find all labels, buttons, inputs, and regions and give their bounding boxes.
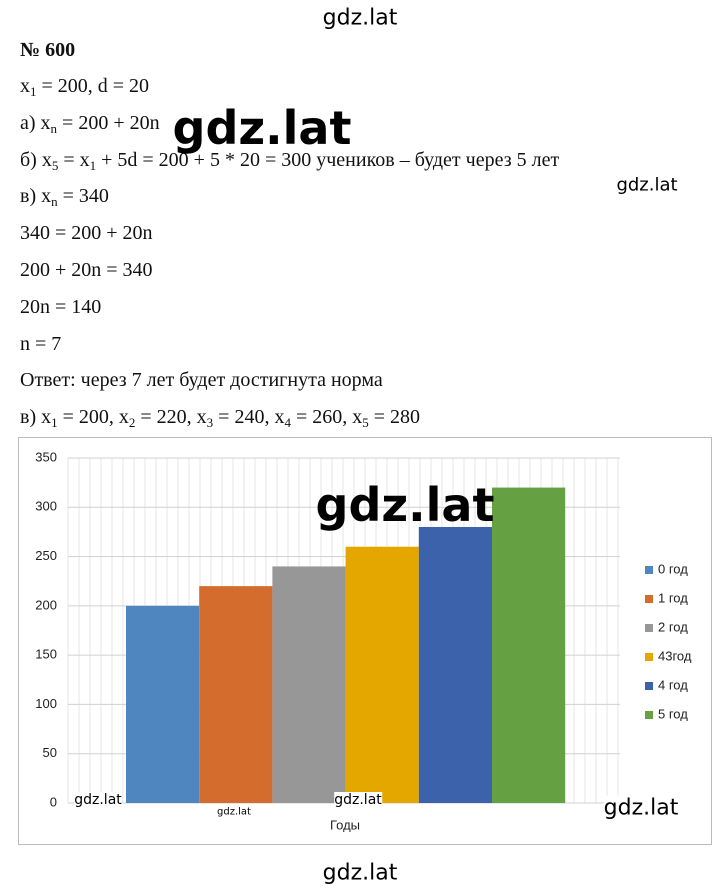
watermark: gdz.lat xyxy=(322,860,398,886)
bar xyxy=(345,546,419,803)
y-tick-label: 100 xyxy=(35,696,57,711)
legend-label: 4 год xyxy=(658,677,688,692)
text: Ответ: через 7 лет будет достигнута норм… xyxy=(20,369,383,392)
subscript: 5 xyxy=(51,157,59,173)
text: в) x xyxy=(20,406,52,429)
text: = 280 xyxy=(368,406,421,429)
text: 200 + 20n = 340 xyxy=(20,258,153,281)
text: = 220, x xyxy=(135,406,207,429)
subscript: 1 xyxy=(51,415,58,431)
watermark: gdz.lat xyxy=(603,795,679,821)
text: = 200 + 20n xyxy=(57,111,160,134)
legend-label: 0 год xyxy=(658,561,688,576)
text-line: в) xn = 340 xyxy=(20,178,559,215)
text-line: а) xn = 200 + 20n xyxy=(20,105,559,142)
text-line: x1 = 200, d = 20 xyxy=(20,68,559,105)
legend-label: 1 год xyxy=(658,590,688,605)
bar xyxy=(126,605,200,803)
y-tick-label: 150 xyxy=(35,647,57,662)
text: x xyxy=(20,75,30,97)
y-tick-label: 50 xyxy=(43,745,57,760)
subscript: n xyxy=(50,120,58,136)
subscript: 5 xyxy=(362,415,369,431)
watermark: gdz.lat xyxy=(334,792,382,808)
text: = x xyxy=(58,148,90,171)
legend-swatch xyxy=(645,711,653,719)
text: + 5d = 200 + 5 * 20 = 300 учеников – буд… xyxy=(96,148,560,171)
text: а) x xyxy=(20,111,51,134)
text-line: Ответ: через 7 лет будет достигнута норм… xyxy=(20,362,559,399)
text-line: 20n = 140 xyxy=(20,289,559,326)
x-axis-label: Годы xyxy=(330,817,360,832)
legend-label: 43год xyxy=(658,648,692,663)
watermark: gdz.lat xyxy=(322,5,398,31)
text-line: б) x5 = x1 + 5d = 200 + 5 * 20 = 300 уче… xyxy=(20,142,559,179)
legend-swatch xyxy=(645,566,653,574)
watermark: gdz.lat xyxy=(315,478,495,532)
text: = 260, x xyxy=(290,406,363,429)
document: № 600 x1 = 200, d = 20 а) xn = 200 + 20n б… xyxy=(20,32,559,436)
bar xyxy=(199,586,273,803)
subscript: 1 xyxy=(89,157,97,173)
watermark: gdz.lat xyxy=(616,174,678,196)
text-line: 340 = 200 + 20n xyxy=(20,215,559,252)
text: = 240, x xyxy=(213,406,285,429)
watermark: gdz.lat xyxy=(74,792,122,808)
y-tick-label: 350 xyxy=(35,449,57,464)
text-line: n = 7 xyxy=(20,326,559,363)
y-tick-label: 250 xyxy=(35,548,57,563)
text: 340 = 200 + 20n xyxy=(20,222,153,245)
y-tick-label: 300 xyxy=(35,499,57,514)
text: 20n = 140 xyxy=(20,295,102,318)
text: = 200, d = 20 xyxy=(36,75,150,97)
subscript: 2 xyxy=(128,415,136,431)
task-number: № 600 xyxy=(20,39,76,61)
y-tick-label: 0 xyxy=(50,794,57,809)
subscript: 1 xyxy=(30,84,37,99)
legend-label: 2 год xyxy=(658,619,688,634)
watermark: gdz.lat xyxy=(217,806,251,818)
text: в) x xyxy=(20,185,52,208)
legend-swatch xyxy=(645,624,653,632)
text-line: 200 + 20n = 340 xyxy=(20,252,559,289)
subscript: 4 xyxy=(284,415,291,431)
subscript: 3 xyxy=(206,415,214,431)
text: б) x xyxy=(20,148,52,171)
bar xyxy=(272,566,346,803)
text: n = 7 xyxy=(20,332,62,355)
subscript: n xyxy=(51,194,58,210)
text-line: в) x1 = 200, x2 = 220, x3 = 240, x4 = 26… xyxy=(20,399,559,436)
legend-label: 5 год xyxy=(658,706,688,721)
text: = 200, x xyxy=(57,406,129,429)
bar xyxy=(492,487,566,803)
watermark: gdz.lat xyxy=(172,101,352,155)
legend-swatch xyxy=(645,653,653,661)
text: = 340 xyxy=(57,185,109,208)
bar xyxy=(418,527,492,803)
y-tick-label: 200 xyxy=(35,597,57,612)
legend-swatch xyxy=(645,595,653,603)
legend-swatch xyxy=(645,682,653,690)
